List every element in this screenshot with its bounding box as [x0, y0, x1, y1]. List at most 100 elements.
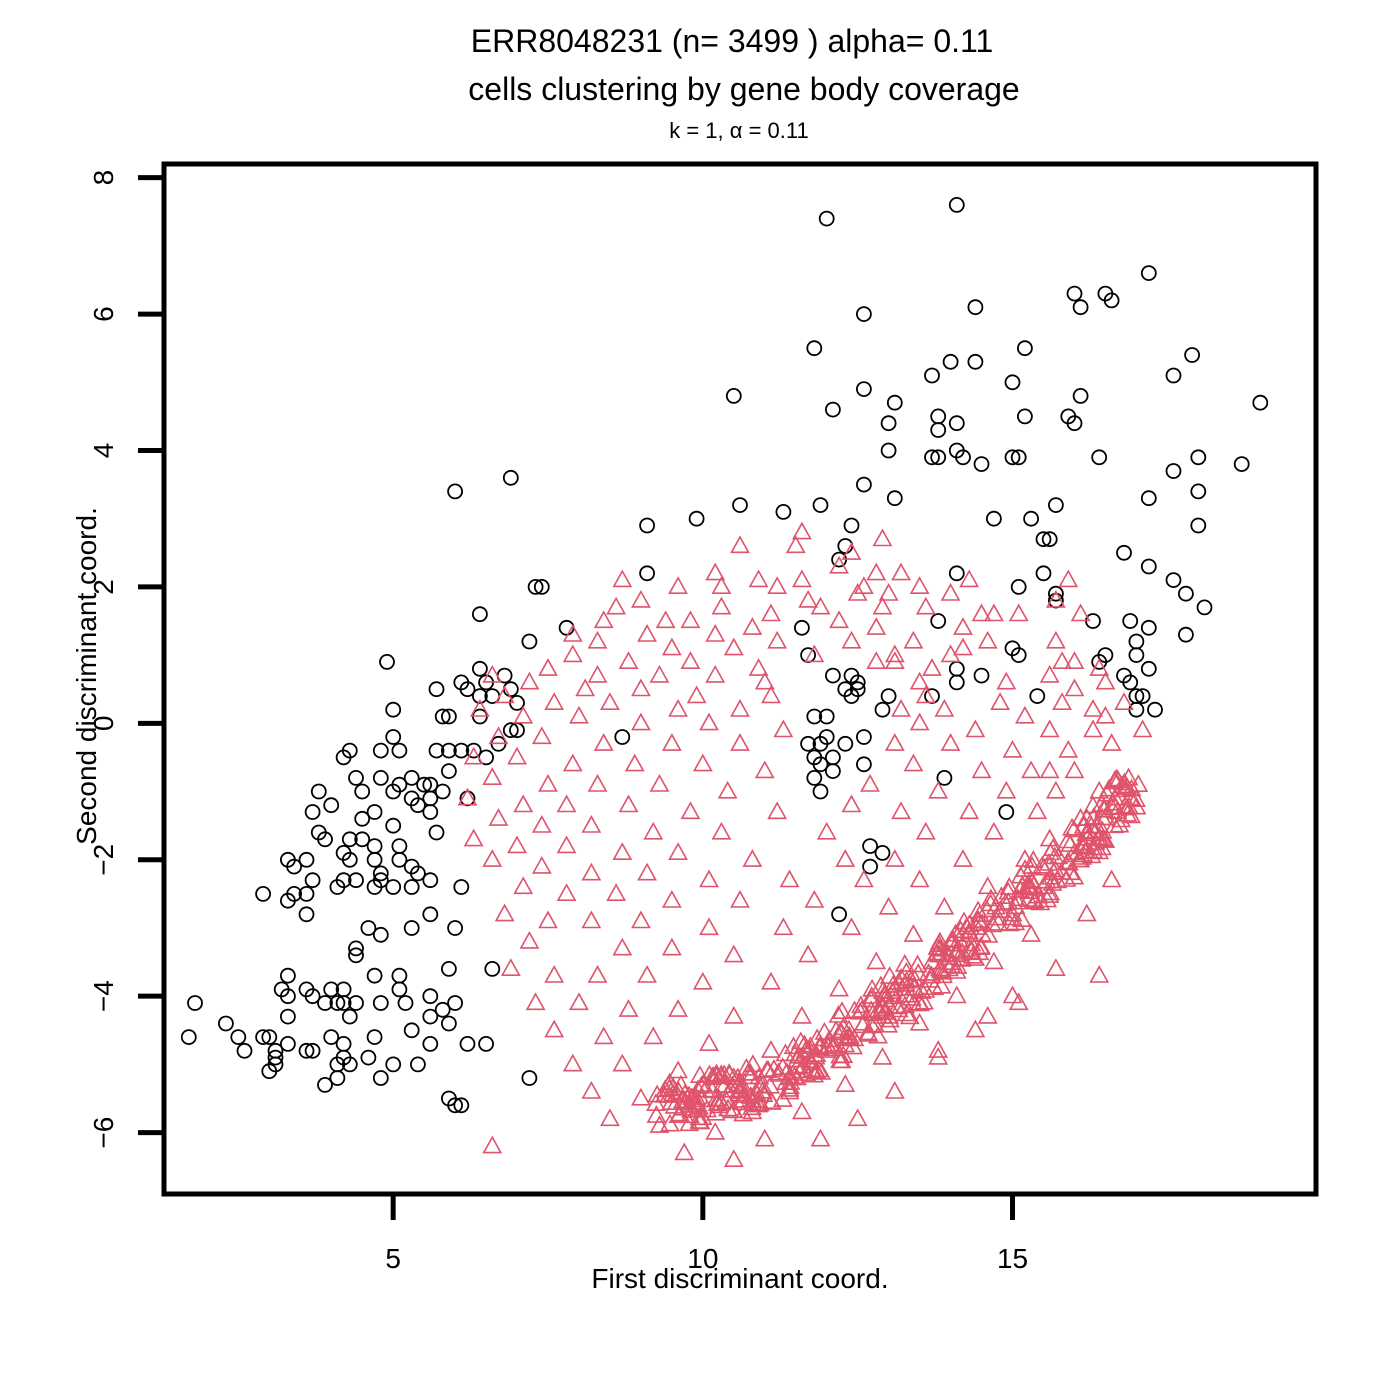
data-point-circle — [230, 1029, 247, 1045]
data-point-triangle — [977, 630, 998, 649]
data-point-triangle — [643, 1026, 664, 1045]
data-point-circle — [1147, 701, 1163, 718]
data-point-circle — [1122, 674, 1139, 691]
data-point-circle — [880, 688, 897, 704]
data-point-circle — [1128, 633, 1145, 650]
data-point-circle — [930, 449, 947, 466]
data-point-triangle — [457, 787, 478, 806]
data-point-triangle — [977, 876, 998, 895]
data-point-triangle — [884, 978, 905, 997]
data-point-triangle — [581, 862, 602, 881]
data-point-triangle — [482, 849, 503, 867]
data-point-triangle — [1011, 909, 1032, 928]
data-point-circle — [948, 660, 965, 677]
title-line-1: ERR8048231 (n= 3499 ) alpha= 0.11 — [471, 23, 993, 59]
data-point-triangle — [743, 1054, 763, 1072]
data-point-triangle — [928, 780, 949, 799]
x-axis-label: First discriminant coord. — [591, 1263, 888, 1294]
data-point-circle — [1178, 585, 1194, 602]
data-point-triangle — [1089, 658, 1110, 676]
data-point-circle — [341, 1008, 358, 1025]
data-point-circle — [1116, 544, 1132, 561]
data-point-circle — [329, 1070, 346, 1086]
data-point-circle — [416, 776, 433, 793]
data-point-triangle — [1040, 882, 1061, 901]
data-point-circle — [856, 476, 872, 493]
data-point-triangle — [792, 521, 812, 540]
data-point-triangle — [612, 937, 633, 956]
data-point-triangle — [631, 678, 651, 697]
data-point-circle — [391, 851, 408, 868]
data-point-triangle — [971, 603, 992, 622]
data-point-triangle — [1101, 869, 1122, 888]
data-point-circle — [880, 442, 897, 459]
data-point-circle — [1140, 265, 1157, 282]
data-point-triangle — [961, 939, 981, 957]
data-point-triangle — [894, 953, 915, 972]
data-point-circle — [1128, 647, 1145, 663]
data-point-triangle — [901, 987, 922, 1006]
data-point-triangle — [494, 903, 515, 922]
data-point-triangle — [872, 528, 893, 547]
data-point-triangle — [1033, 857, 1054, 876]
data-point-triangle — [1045, 780, 1066, 799]
data-point-triangle — [791, 1060, 811, 1079]
data-point-triangle — [717, 780, 738, 799]
data-point-triangle — [593, 1026, 614, 1045]
data-point-triangle — [831, 1050, 852, 1069]
data-point-triangle — [637, 965, 657, 983]
data-point-triangle — [1062, 817, 1082, 836]
data-point-triangle — [612, 569, 633, 588]
data-point-circle — [317, 831, 333, 848]
data-point-triangle — [940, 733, 961, 751]
data-point-circle — [385, 783, 402, 800]
data-point-triangle — [816, 1040, 837, 1058]
data-point-triangle — [1045, 958, 1066, 977]
data-point-triangle — [790, 1031, 811, 1050]
data-point-circle — [298, 1042, 315, 1059]
y-tick-label: −4 — [88, 980, 119, 1012]
data-point-triangle — [909, 993, 930, 1012]
data-point-triangle — [823, 1033, 844, 1052]
data-point-triangle — [804, 1064, 825, 1083]
data-point-triangle — [832, 1001, 852, 1020]
data-point-circle — [422, 804, 439, 820]
data-point-triangle — [792, 1101, 812, 1120]
data-point-triangle — [800, 1052, 821, 1070]
data-point-triangle — [780, 1076, 800, 1095]
data-point-circle — [286, 858, 303, 875]
data-point-triangle — [977, 1005, 998, 1024]
data-point-triangle — [928, 1046, 949, 1065]
data-point-triangle — [488, 808, 509, 826]
data-point-circle — [800, 647, 816, 663]
data-point-triangle — [668, 576, 688, 595]
y-tick-label: 4 — [88, 443, 119, 459]
data-point-circle — [304, 872, 321, 889]
y-axis-label: Second discriminant coord. — [71, 507, 102, 845]
data-point-circle — [688, 510, 705, 527]
data-point-triangle — [706, 1066, 727, 1084]
data-point-triangle — [878, 583, 899, 601]
data-point-triangle — [742, 1090, 763, 1108]
data-point-circle — [341, 831, 358, 848]
data-point-circle — [1140, 619, 1157, 636]
data-point-triangle — [531, 855, 552, 874]
data-point-circle — [886, 394, 903, 411]
data-point-triangle — [1114, 692, 1134, 711]
data-point-circle — [862, 838, 878, 854]
data-point-triangle — [1103, 792, 1124, 811]
data-point-triangle — [884, 733, 905, 751]
data-point-circle — [1103, 292, 1120, 309]
data-point-triangle — [513, 876, 534, 895]
data-point-triangle — [754, 1128, 775, 1147]
data-point-circle — [1017, 408, 1033, 425]
data-point-circle — [1066, 285, 1083, 302]
data-point-triangle — [562, 753, 583, 772]
data-point-triangle — [934, 699, 955, 717]
data-point-triangle — [1070, 603, 1091, 622]
data-point-circle — [1190, 517, 1207, 534]
data-point-triangle — [692, 971, 713, 990]
data-point-triangle — [525, 992, 546, 1011]
data-point-circle — [732, 497, 748, 514]
x-tick-label: 15 — [997, 1243, 1028, 1274]
